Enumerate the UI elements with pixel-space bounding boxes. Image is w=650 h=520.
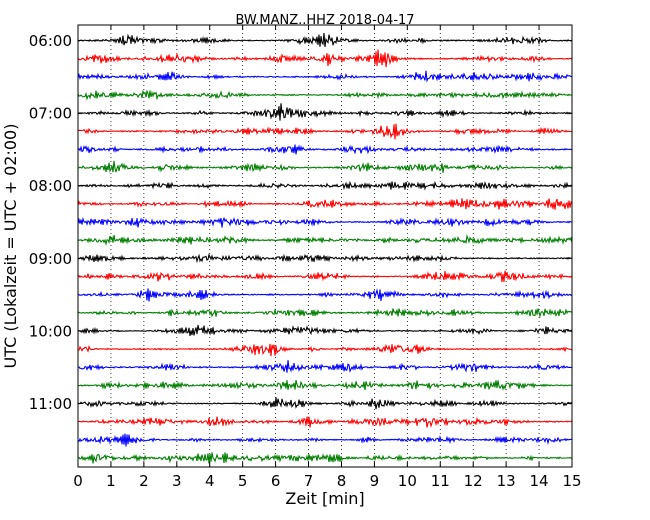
trace-row-0715 [77, 123, 573, 140]
x-tick-label-14: 14 [530, 472, 549, 490]
axis-ticks: 0 1 2 3 4 5 6 7 8 9 10 11 12 13 14 1506:0007:0008:0009:… [29, 25, 582, 490]
plot-frame [77, 24, 573, 468]
y-tick-label-1100: 11:00 [29, 395, 72, 413]
trace-row-1145 [77, 452, 573, 464]
trace-row-0645 [77, 89, 573, 101]
x-tick-label-1: 1 [106, 472, 116, 490]
chart-title: BW.MANZ..HHZ 2018-04-17 [235, 13, 414, 28]
x-tick-label-5: 5 [238, 472, 248, 490]
y-tick-label-0600: 06:00 [29, 32, 72, 50]
trace-row-1130 [77, 433, 573, 447]
seismogram-traces [77, 32, 573, 464]
x-tick-label-8: 8 [337, 472, 347, 490]
trace-row-1030 [77, 360, 573, 373]
x-axis-label: Zeit [min] [285, 489, 364, 508]
trace-row-1100 [77, 397, 573, 410]
trace-row-0915 [77, 270, 573, 283]
x-tick-label-0: 0 [73, 472, 83, 490]
trace-row-0600 [77, 32, 573, 48]
trace-row-0830 [77, 216, 573, 228]
x-tick-label-9: 9 [370, 472, 380, 490]
x-tick-label-10: 10 [398, 472, 417, 490]
trace-row-0930 [77, 288, 573, 302]
trace-row-0845 [77, 234, 573, 246]
x-tick-label-7: 7 [304, 472, 314, 490]
trace-row-0630 [77, 70, 573, 83]
y-axis-label: UTC (Lokalzeit = UTC + 02:00) [1, 124, 20, 369]
trace-row-1045 [77, 380, 573, 391]
trace-row-0615 [77, 49, 573, 68]
trace-row-0730 [77, 144, 573, 155]
x-tick-label-4: 4 [205, 472, 215, 490]
trace-row-0700 [77, 103, 573, 121]
trace-row-0745 [77, 160, 573, 173]
trace-row-1115 [77, 416, 573, 428]
x-tick-label-2: 2 [139, 472, 149, 490]
y-tick-label-0900: 09:00 [29, 250, 72, 268]
y-tick-label-1000: 10:00 [29, 322, 72, 340]
x-tick-label-6: 6 [271, 472, 281, 490]
trace-row-0945 [77, 307, 573, 319]
trace-row-1000 [77, 324, 573, 337]
y-tick-label-0700: 07:00 [29, 105, 72, 123]
x-tick-label-15: 15 [562, 472, 581, 490]
y-tick-label-0800: 08:00 [29, 177, 72, 195]
grid-lines [110, 25, 540, 467]
x-tick-label-11: 11 [431, 472, 450, 490]
x-tick-label-12: 12 [464, 472, 483, 490]
trace-row-1015 [77, 343, 573, 357]
trace-row-0800 [77, 180, 573, 191]
x-tick-label-3: 3 [172, 472, 182, 490]
trace-row-0900 [77, 253, 573, 264]
x-tick-label-13: 13 [497, 472, 516, 490]
trace-row-0815 [77, 198, 573, 210]
